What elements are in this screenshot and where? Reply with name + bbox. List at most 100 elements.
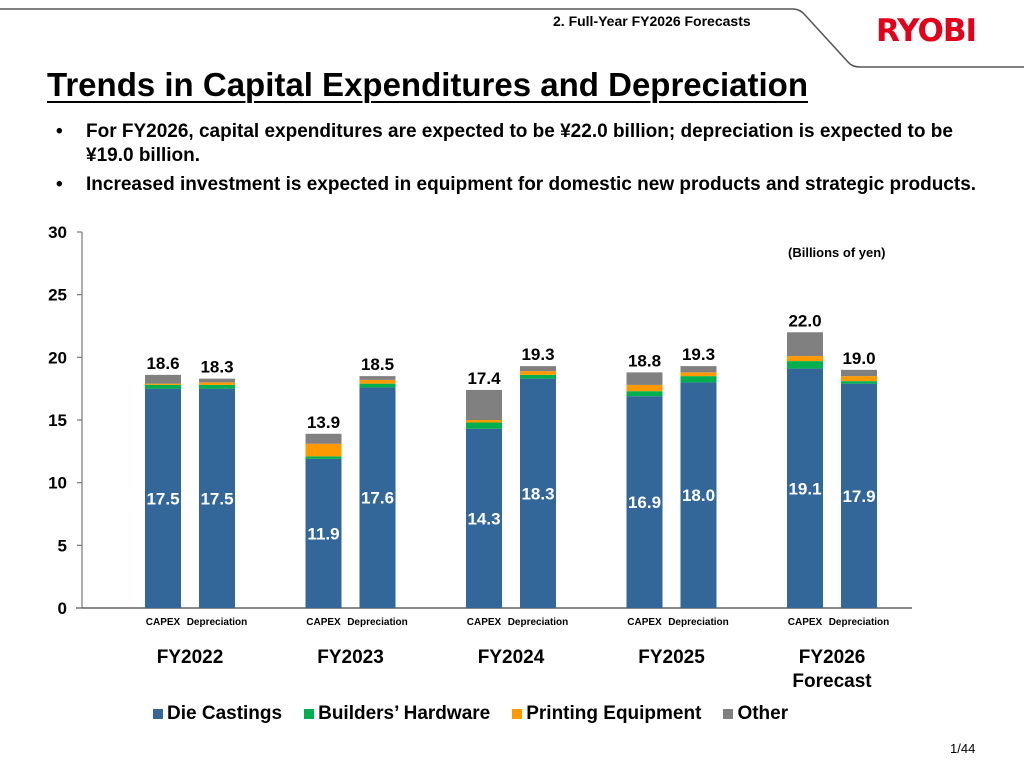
total-label: 17.4 — [467, 369, 501, 388]
legend-item: Other — [723, 703, 788, 725]
bar-segment — [359, 383, 396, 388]
bar-segment — [841, 381, 877, 384]
group-label: FY2023 — [317, 647, 384, 668]
ryobi-logo: RYOBI — [876, 13, 977, 49]
segment-label: 17.9 — [842, 487, 875, 506]
total-label: 22.0 — [788, 311, 821, 330]
bar-segment — [520, 366, 556, 372]
segment-label: 19.1 — [788, 479, 821, 498]
bullet-dot: • — [56, 174, 63, 195]
legend-item: Printing Equipment — [512, 703, 701, 725]
bar-label: Depreciation — [829, 617, 890, 628]
bar-segment — [787, 356, 823, 362]
legend-swatch — [512, 709, 523, 719]
total-label: 13.9 — [307, 413, 340, 432]
bar-segment — [841, 369, 877, 377]
bar-segment — [199, 384, 235, 389]
segment-label: 17.5 — [200, 489, 233, 508]
bar-segment — [305, 456, 342, 459]
y-tick-label: 0 — [58, 599, 67, 618]
bar-segment — [145, 384, 181, 389]
bar-segment — [520, 371, 556, 375]
bar-segment — [466, 420, 502, 423]
total-label: 18.5 — [361, 355, 394, 374]
bullet-text: For FY2026, capital expenditures are exp… — [86, 121, 953, 166]
bar-segment — [680, 376, 717, 383]
segment-label: 17.5 — [146, 489, 179, 508]
bar-label: CAPEX — [467, 617, 502, 628]
legend-swatch — [723, 709, 734, 719]
legend-label: Die Castings — [167, 703, 283, 724]
segment-label: 11.9 — [307, 524, 339, 543]
bar-segment — [145, 383, 181, 385]
legend: Die Castings Builders’ Hardware Printing… — [153, 703, 788, 725]
bar-segment — [626, 396, 663, 608]
bar-segment — [787, 332, 823, 357]
header-decoration — [0, 8, 1024, 68]
bar-segment — [626, 384, 663, 392]
bar-label: CAPEX — [146, 617, 181, 628]
bullet-item: • For FY2026, capital expenditures are ex… — [56, 120, 986, 168]
bar-label: CAPEX — [788, 617, 823, 628]
group-label: FY2026 — [799, 647, 866, 668]
bar-label: Depreciation — [668, 617, 729, 628]
segment-label: 18.0 — [682, 486, 715, 505]
total-label: 19.3 — [521, 345, 554, 364]
bar-segment — [520, 374, 556, 379]
total-label: 19.0 — [842, 349, 875, 368]
bar-segment — [359, 387, 396, 608]
bar-segment — [305, 433, 342, 444]
legend-item: Builders’ Hardware — [304, 703, 490, 725]
bar-label: Depreciation — [187, 617, 248, 628]
bar-segment — [466, 389, 502, 420]
bar-segment — [466, 428, 502, 608]
bar-label: Depreciation — [508, 617, 569, 628]
total-label: 18.6 — [146, 354, 179, 373]
bar-segment — [359, 376, 396, 380]
bar-segment — [626, 372, 663, 385]
bar-segment — [305, 458, 342, 608]
legend-swatch — [304, 709, 315, 719]
y-tick-label: 10 — [48, 474, 67, 493]
legend-label: Builders’ Hardware — [318, 703, 491, 724]
page-title: Trends in Capital Expenditures and Depre… — [47, 66, 808, 103]
bar-segment — [520, 378, 556, 608]
section-label: 2. Full-Year FY2026 Forecasts — [553, 13, 751, 29]
segment-label: 14.3 — [467, 509, 500, 528]
total-label: 18.3 — [200, 358, 233, 377]
group-label: FY2024 — [478, 647, 545, 668]
bar-segment — [199, 382, 235, 385]
y-tick-label: 15 — [48, 411, 67, 430]
bar-segment — [199, 388, 235, 608]
legend-item: Die Castings — [153, 703, 282, 725]
total-label: 18.8 — [628, 351, 661, 370]
bar-segment — [199, 378, 235, 383]
bar-label: CAPEX — [306, 617, 341, 628]
group-label: FY2022 — [157, 647, 224, 668]
stacked-bar-chart: 0 5 10 15 20 25 30 18.6 17.5 CAPEX 18.3 17.5 Depreci… — [48, 223, 912, 692]
bar-segment — [680, 366, 717, 373]
bar-segment — [466, 422, 502, 429]
segment-label: 17.6 — [361, 489, 394, 508]
bullet-item: • Increased investment is expected in equ… — [56, 173, 986, 197]
bar-segment — [680, 372, 717, 377]
total-label: 19.3 — [682, 345, 715, 364]
segment-label: 16.9 — [628, 493, 661, 512]
bar-label: CAPEX — [627, 617, 662, 628]
bar-segment — [841, 376, 877, 382]
bar-segment — [145, 388, 181, 608]
segment-label: 18.3 — [521, 484, 554, 503]
unit-label: (Billions of yen) — [788, 245, 886, 260]
page-number: 1/44 — [950, 741, 976, 756]
y-tick-label: 20 — [48, 348, 67, 367]
bar-segment — [359, 379, 396, 384]
legend-swatch — [153, 709, 163, 719]
y-tick-label: 5 — [58, 536, 67, 555]
bullet-list: • For FY2026, capital expenditures are ex… — [56, 120, 986, 202]
bar-label: Depreciation — [347, 617, 408, 628]
bullet-text: Increased investment is expected in equi… — [86, 174, 977, 195]
bar-segment — [787, 368, 823, 608]
bar-segment — [841, 383, 877, 608]
bar-segment — [680, 382, 717, 608]
y-tick-label: 25 — [48, 286, 67, 305]
